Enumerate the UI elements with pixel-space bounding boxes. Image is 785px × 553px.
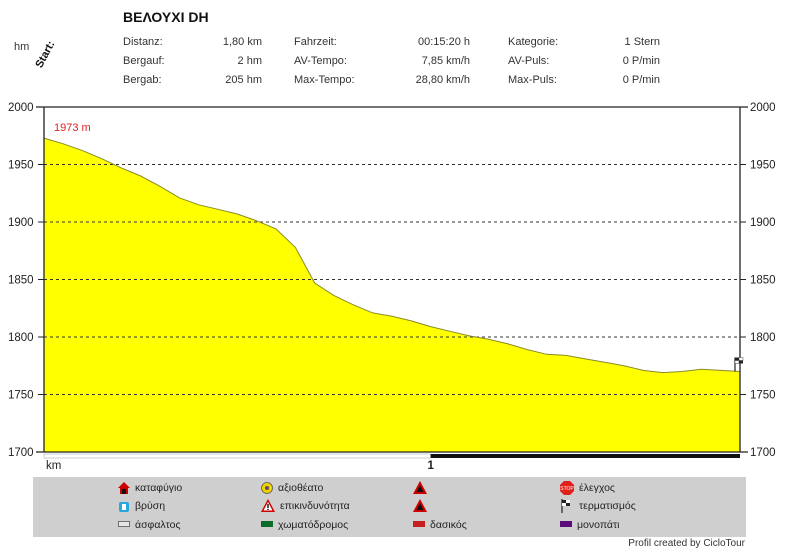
finish-flag-icon <box>561 499 570 513</box>
stat-value-distanz: 1,80 km <box>222 36 262 48</box>
stop-icon: STOP <box>560 481 574 495</box>
stat-label-distanz: Distanz: <box>123 36 163 48</box>
stat-label-av-tempo: AV-Tempo: <box>294 55 347 67</box>
elevation-profile-chart: 2000 1950 1900 1850 1800 1750 1700 2000 1950 190… <box>8 102 776 472</box>
viewpoint-icon <box>261 482 273 494</box>
y-tick-label-left: 2000 <box>8 102 34 114</box>
legend-label: μονοπάτι <box>577 519 620 531</box>
shelter-icon <box>118 482 130 494</box>
legend-label: καταφύγιο <box>135 482 183 494</box>
stat-value-av-puls: 0 P/min <box>622 55 660 67</box>
distance-bar-light <box>43 453 431 459</box>
y-tick-label-left: 1950 <box>8 160 34 172</box>
profile-title: ΒΕΛΟΥΧΙ DH <box>123 9 209 25</box>
y-tick-label-right: 1950 <box>750 160 776 172</box>
stat-value-max-tempo: 28,80 km/h <box>415 74 470 86</box>
legend-label: δασικός <box>430 519 467 531</box>
legend-item-dirt-road: χωματόδρομος <box>261 519 348 531</box>
legend-label: άσφαλτος <box>135 519 181 531</box>
svg-text:STOP: STOP <box>560 486 574 492</box>
y-tick-label-left: 1800 <box>8 332 34 344</box>
y-tick-label-right: 1900 <box>750 217 776 229</box>
distance-bar-dark <box>430 454 740 458</box>
stat-label-fahrzeit: Fahrzeit: <box>294 36 337 48</box>
stat-label-bergauf: Bergauf: <box>123 55 165 67</box>
legend-item-viewpoint: αξιοθέατο <box>261 482 323 494</box>
start-elevation-annotation: 1973 m <box>54 122 91 134</box>
warning-triangle-icon <box>413 481 427 494</box>
legend-item-forest-road: δασικός <box>413 519 467 531</box>
forest-swatch <box>413 521 425 527</box>
y-axis-left: 2000 1950 1900 1850 1800 1750 1700 <box>8 102 44 459</box>
dirt-road-swatch <box>261 521 273 527</box>
legend-item-danger: επικινδυνότητα <box>261 499 350 512</box>
legend-label: επικινδυνότητα <box>280 499 350 512</box>
y-tick-label-right: 1750 <box>750 390 776 402</box>
stat-label-av-puls: AV-Puls: <box>508 55 550 67</box>
legend-label: τερματισμός <box>579 500 636 512</box>
stat-label-max-tempo: Max-Tempo: <box>294 74 355 86</box>
asphalt-swatch <box>118 521 130 527</box>
fountain-icon <box>119 502 129 512</box>
elevation-line <box>43 137 741 374</box>
x-tick-label: 1 <box>427 460 434 472</box>
gridlines <box>44 164 740 395</box>
elevation-area <box>44 138 740 452</box>
stat-value-max-puls: 0 P/min <box>622 74 660 86</box>
finish-flag-icon <box>734 357 744 372</box>
danger-triangle-icon <box>261 499 275 512</box>
legend-item-asphalt: άσφαλτος <box>118 519 181 531</box>
elevation-unit-label: hm <box>14 41 30 53</box>
stat-value-av-tempo: 7,85 km/h <box>421 55 470 67</box>
stat-label-max-puls: Max-Puls: <box>508 74 557 86</box>
legend-label: χωματόδρομος <box>278 519 349 531</box>
y-tick-label-left: 1850 <box>8 275 34 287</box>
y-tick-label-left: 1700 <box>8 447 34 459</box>
stat-value-bergab: 205 hm <box>225 74 262 86</box>
stat-value-kategorie: 1 Stern <box>624 36 660 48</box>
legend-label: αξιοθέατο <box>278 482 324 494</box>
legend-item-shelter: καταφύγιο <box>118 482 182 494</box>
stat-label-kategorie: Kategorie: <box>508 36 559 48</box>
credit-text: Profil created by CicloTour <box>628 538 745 549</box>
legend-item-warning <box>413 481 432 494</box>
x-axis: 1 <box>427 460 434 472</box>
legend-item-control: STOP έλεγχος <box>560 481 615 495</box>
y-tick-label-right: 1850 <box>750 275 776 287</box>
x-axis-label: km <box>46 460 61 472</box>
y-tick-label-left: 1900 <box>8 217 34 229</box>
singletrack-swatch <box>560 521 572 527</box>
legend-label: βρύση <box>135 500 166 512</box>
legend-label: έλεγχος <box>579 482 615 494</box>
stat-value-fahrzeit: 00:15:20 h <box>418 36 470 48</box>
legend-item-singletrack: μονοπάτι <box>560 519 619 531</box>
warning-triangle-icon <box>413 499 427 512</box>
legend-item-fountain: βρύση <box>118 500 165 512</box>
y-tick-label-right: 1800 <box>750 332 776 344</box>
y-tick-label-left: 1750 <box>8 390 34 402</box>
y-tick-label-right: 1700 <box>750 447 776 459</box>
legend-item-finish: τερματισμός <box>560 499 636 513</box>
legend: καταφύγιο αξιοθέατο STOP έλεγχος βρύση ε… <box>33 477 746 537</box>
y-tick-label-right: 2000 <box>750 102 776 114</box>
y-axis-right: 2000 1950 1900 1850 1800 1750 1700 <box>740 102 776 459</box>
stat-value-bergauf: 2 hm <box>237 55 262 67</box>
legend-item-warning-2 <box>413 499 432 512</box>
stat-label-bergab: Bergab: <box>123 74 162 86</box>
